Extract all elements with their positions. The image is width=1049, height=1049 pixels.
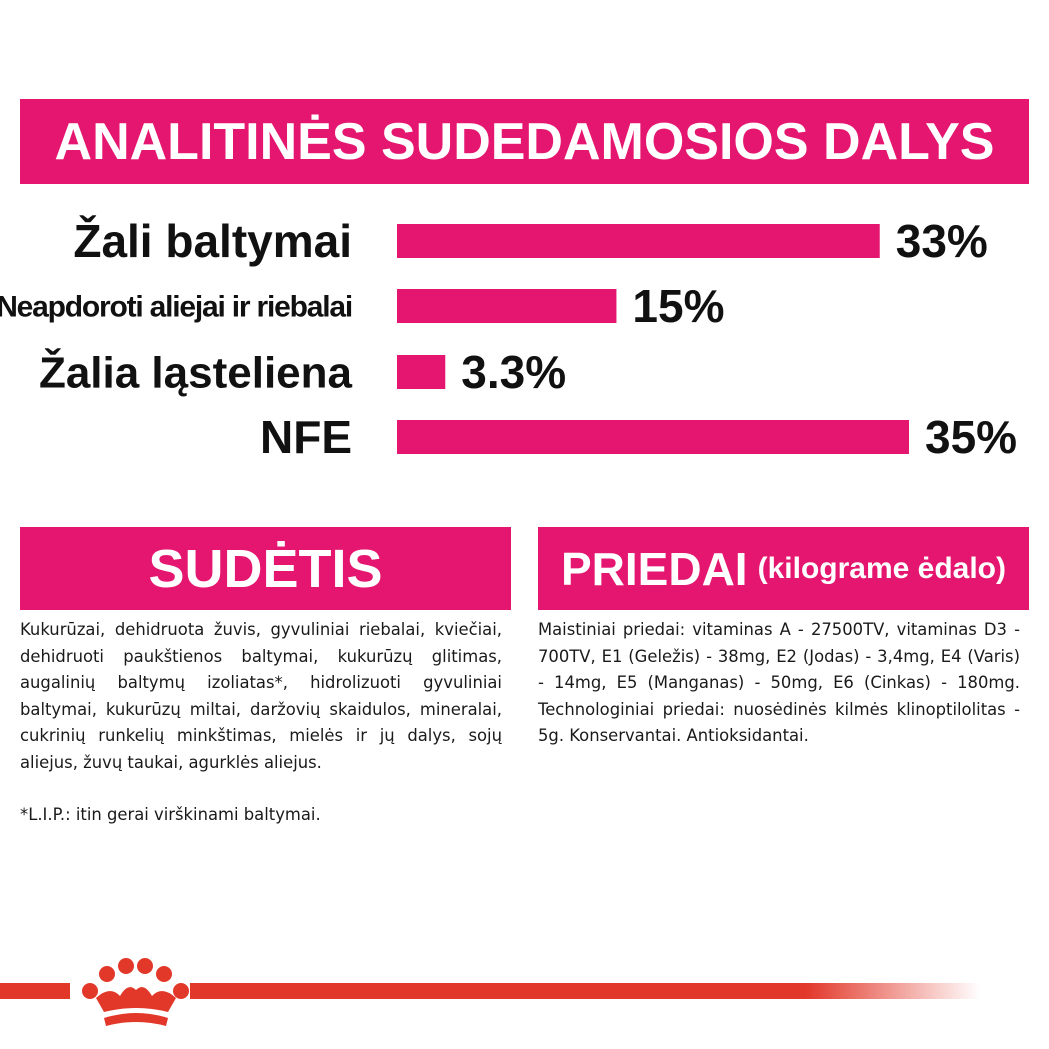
sudetis-banner: SUDĖTIS	[20, 527, 511, 610]
chart-title: ANALITINĖS SUDEDAMOSIOS DALYS	[54, 112, 995, 171]
category-label: Neapdoroti aliejai ir riebalai	[0, 291, 352, 324]
value-label: 35%	[925, 411, 1017, 463]
category-label: NFE	[260, 411, 352, 463]
bar	[397, 289, 617, 323]
footer-line-right	[190, 983, 980, 999]
title-banner: ANALITINĖS SUDEDAMOSIOS DALYS	[20, 99, 1029, 184]
footer-line-left	[0, 983, 70, 999]
bar	[397, 420, 909, 454]
sudetis-title: SUDĖTIS	[148, 538, 383, 599]
priedai-text: Maistiniai priedai: vitaminas A - 27500T…	[538, 620, 1020, 745]
value-label: 15%	[632, 280, 724, 332]
bar	[397, 355, 446, 389]
crown-logo-icon	[82, 958, 189, 1026]
sudetis-text: Kukurūzai, dehidruota žuvis, gyvuliniai …	[20, 620, 502, 772]
sudetis-note: *L.I.P.: itin gerai virškinami baltymai.	[20, 805, 321, 824]
priedai-subtitle: (kilograme ėdalo)	[757, 551, 1006, 585]
category-label: Žali baltymai	[73, 215, 352, 267]
nutrient-bar-chart: Žali baltymai 33% Neapdoroti aliejai ir ri…	[0, 215, 1017, 463]
bar	[397, 224, 880, 258]
priedai-title: PRIEDAI	[561, 542, 748, 595]
footer-band	[0, 958, 980, 1026]
value-label: 33%	[896, 215, 988, 267]
priedai-banner: PRIEDAI (kilograme ėdalo)	[538, 527, 1029, 610]
value-label: 3.3%	[461, 346, 566, 398]
category-label: Žalia ląsteliena	[39, 347, 353, 397]
